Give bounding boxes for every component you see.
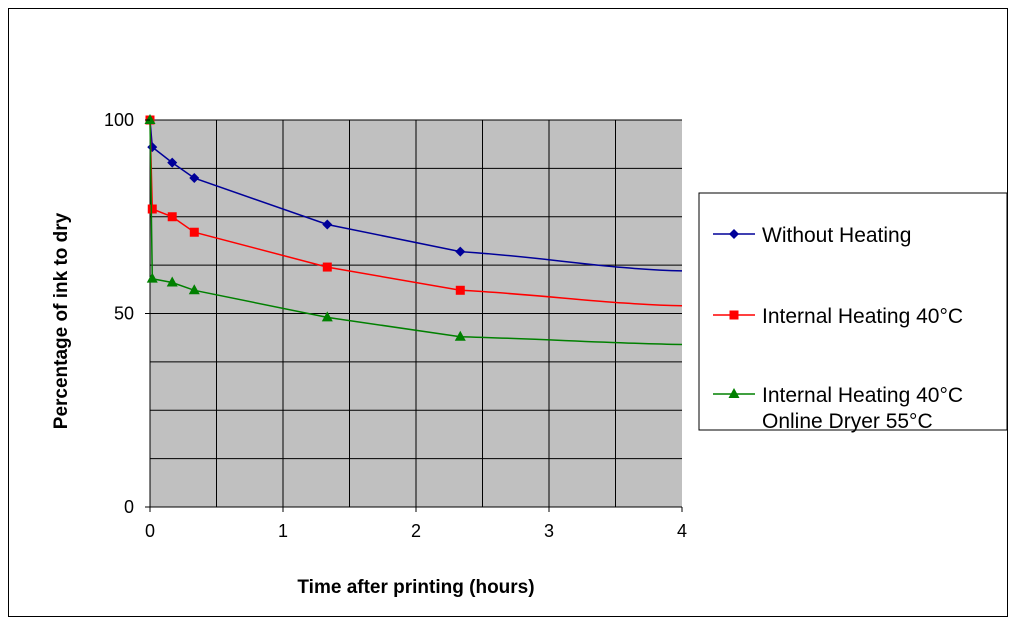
legend-item-1: Without Heating	[713, 224, 911, 247]
y-tick-labels: 0 50 100	[104, 110, 150, 517]
y-axis-title: Percentage of ink to dry	[51, 212, 72, 429]
data-point	[322, 262, 332, 272]
data-point	[167, 212, 177, 222]
data-point	[321, 311, 333, 322]
legend-label: Internal Heating 40°C	[762, 384, 963, 407]
series-line	[149, 119, 683, 346]
x-tick-label: 1	[278, 521, 288, 541]
legend-box	[698, 192, 1008, 431]
series-3	[144, 114, 683, 346]
data-point	[189, 227, 199, 237]
y-tick-label: 100	[104, 110, 134, 130]
legend-marker	[729, 310, 739, 320]
legend-marker	[729, 229, 739, 239]
plot-area	[144, 114, 683, 508]
data-point	[189, 173, 200, 184]
legend-item-2: Internal Heating 40°C	[713, 305, 963, 328]
x-tick-labels: 0 1 2 3 4	[145, 507, 687, 541]
chart-frame: 0 1 2 3 4 0 50 100 Time after printing (hours)…	[8, 8, 1008, 617]
legend-label: Internal Heating 40°C	[762, 305, 963, 328]
legend-label: Without Heating	[762, 224, 911, 247]
y-tick-label: 0	[124, 497, 134, 517]
x-tick-label: 2	[411, 521, 421, 541]
data-point	[188, 284, 200, 295]
series-line	[149, 119, 683, 272]
legend-label: Online Dryer 55°C	[762, 410, 933, 433]
series-line	[149, 119, 683, 307]
data-point	[167, 157, 178, 168]
x-tick-label: 4	[677, 521, 687, 541]
data-point	[166, 276, 178, 287]
data-point	[455, 285, 465, 295]
data-point	[146, 272, 158, 283]
x-axis-title: Time after printing (hours)	[297, 577, 534, 598]
x-tick-label: 3	[544, 521, 554, 541]
legend-item-3: Internal Heating 40°C Online Dryer 55°C	[713, 384, 963, 433]
data-point	[144, 114, 156, 124]
data-point	[322, 219, 333, 230]
legend-marker	[728, 388, 740, 398]
data-point	[147, 204, 157, 214]
data-point	[454, 330, 466, 341]
chart-svg: 0 1 2 3 4 0 50 100 Time after printing (hours)…	[51, 110, 1008, 598]
x-tick-label: 0	[145, 521, 155, 541]
data-point	[455, 246, 466, 257]
y-tick-label: 50	[114, 304, 134, 324]
